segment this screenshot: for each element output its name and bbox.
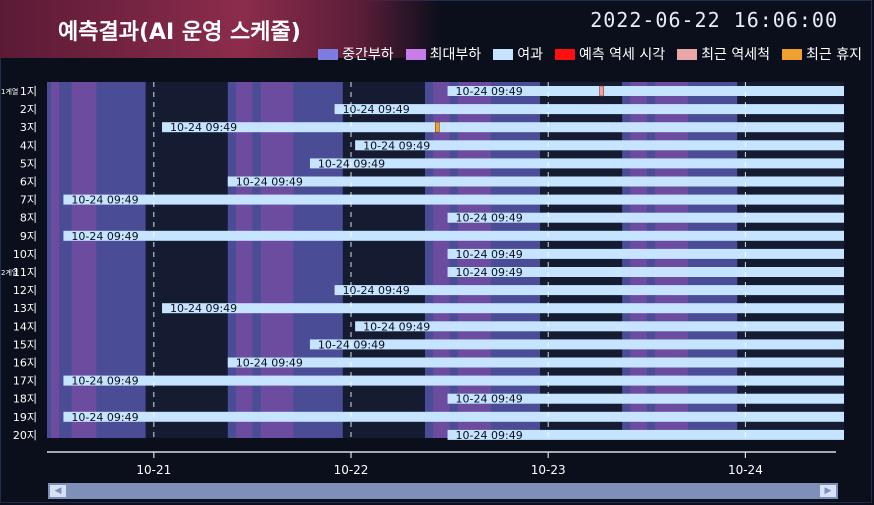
filtration-bar <box>162 303 844 314</box>
legend-item-recent-rest[interactable]: 최근 휴지 <box>782 44 862 64</box>
filtration-bar <box>334 285 844 296</box>
datetime-display: 2022-06-22 16:06:00 <box>590 8 838 32</box>
filtration-bar <box>227 176 845 187</box>
row-label: 4지 <box>20 139 37 152</box>
row-label: 7지 <box>20 194 37 207</box>
legend-swatch-recent-backwash <box>677 48 698 60</box>
filtration-bar-label: 10-24 09:49 <box>170 302 237 315</box>
legend-swatch-recent-rest <box>782 48 803 60</box>
row-label: 12지 <box>13 284 37 297</box>
legend-label-mid-load: 중간부하 <box>342 47 394 63</box>
filtration-bar <box>355 140 844 151</box>
legend-swatch-predicted-backwash <box>554 48 575 60</box>
row-label: 15지 <box>13 338 37 351</box>
x-tick-label: 10-22 <box>334 463 369 477</box>
legend-item-predicted-backwash[interactable]: 예측 역세 시각 <box>554 44 666 64</box>
legend-swatch-mid-load <box>318 48 339 60</box>
filtration-bar-label: 10-24 09:49 <box>363 320 430 333</box>
row-label: 13지 <box>13 302 37 315</box>
filtration-bar <box>63 230 845 241</box>
filtration-bar <box>355 321 844 332</box>
row-label: 5지 <box>20 157 37 170</box>
filtration-bar <box>63 411 845 422</box>
row-label: 9지 <box>20 230 37 243</box>
chart-legend: 중간부하 최대부하 여과 예측 역세 시각 최근 역세척 최근 휴지 <box>318 44 862 64</box>
filtration-bar <box>447 248 844 259</box>
filtration-bar-label: 10-24 09:49 <box>343 284 410 297</box>
filtration-bar-label: 10-24 09:49 <box>456 248 523 261</box>
filtration-bar-label: 10-24 09:49 <box>318 157 385 170</box>
group-label: 1계열 <box>1 87 18 96</box>
row-label: 18지 <box>13 393 37 406</box>
legend-item-max-load[interactable]: 최대부하 <box>405 44 482 64</box>
legend-swatch-max-load <box>405 48 426 60</box>
row-label: 20지 <box>13 429 37 442</box>
filtration-bar <box>309 158 844 169</box>
x-tick-label: 10-23 <box>531 463 566 477</box>
row-label: 14지 <box>13 320 37 333</box>
filtration-bar-label: 10-24 09:49 <box>236 357 303 370</box>
filtration-bar <box>447 212 844 223</box>
filtration-bar-label: 10-24 09:49 <box>71 194 138 207</box>
filtration-bar <box>447 393 844 404</box>
scroll-right-button[interactable]: ▶ <box>820 485 836 497</box>
row-label: 1지 <box>20 85 37 98</box>
row-label: 17지 <box>13 375 37 388</box>
scroll-left-button[interactable]: ◀ <box>50 485 66 497</box>
filtration-bar-label: 10-24 09:49 <box>456 85 523 98</box>
filtration-bar <box>227 357 845 368</box>
filtration-bar <box>334 104 844 115</box>
x-tick-label: 10-24 <box>728 463 763 477</box>
row-label: 11지 <box>13 266 37 279</box>
filtration-bar-label: 10-24 09:49 <box>236 176 303 189</box>
load-period-band <box>51 82 60 438</box>
filtration-bar <box>162 122 844 133</box>
filtration-bar-label: 10-24 09:49 <box>456 212 523 225</box>
filtration-bar <box>63 375 845 386</box>
row-label: 19지 <box>13 411 37 424</box>
legend-item-filtration[interactable]: 여과 <box>493 44 543 64</box>
load-period-band <box>235 82 253 438</box>
row-label: 6지 <box>20 176 37 189</box>
legend-item-recent-backwash[interactable]: 최근 역세척 <box>677 44 770 64</box>
row-label: 16지 <box>13 357 37 370</box>
filtration-bar-label: 10-24 09:49 <box>363 139 430 152</box>
filtration-bar-label: 10-24 09:49 <box>456 429 523 442</box>
group-label: 2계열 <box>1 268 18 277</box>
legend-item-mid-load[interactable]: 중간부하 <box>318 44 394 64</box>
legend-label-recent-rest: 최근 휴지 <box>806 47 862 63</box>
title-bar: 예측결과(AI 운영 스케줄) <box>0 0 440 58</box>
filtration-bar-label: 10-24 09:49 <box>71 411 138 424</box>
filtration-bar <box>309 339 844 350</box>
row-label: 10지 <box>13 248 37 261</box>
row-label: 3지 <box>20 121 37 134</box>
legend-label-filtration: 여과 <box>517 47 543 63</box>
row-label: 2지 <box>20 103 37 116</box>
legend-label-predicted-backwash: 예측 역세 시각 <box>578 47 666 63</box>
filtration-bar-label: 10-24 09:49 <box>318 338 385 351</box>
page-title: 예측결과(AI 운영 스케줄) <box>58 20 301 45</box>
legend-label-max-load: 최대부하 <box>429 47 482 63</box>
x-tick-label: 10-21 <box>136 463 171 477</box>
row-label: 8지 <box>20 212 37 225</box>
legend-swatch-filtration <box>493 48 514 60</box>
filtration-bar <box>447 267 844 277</box>
legend-label-recent-backwash: 최근 역세척 <box>701 47 771 63</box>
filtration-bar <box>63 194 845 205</box>
filtration-bar-label: 10-24 09:49 <box>71 230 138 243</box>
filtration-bar-label: 10-24 09:49 <box>456 266 523 279</box>
filtration-bar <box>447 429 844 440</box>
filtration-bar-label: 10-24 09:49 <box>456 393 523 406</box>
horizontal-scrollbar[interactable]: ◀ ▶ <box>48 483 838 499</box>
filtration-bar <box>447 86 844 96</box>
filtration-bar-label: 10-24 09:49 <box>343 103 410 116</box>
recent-rest-marker <box>434 121 440 133</box>
filtration-bar-label: 10-24 09:49 <box>170 121 237 134</box>
recent-backwash-marker <box>599 85 604 97</box>
filtration-bar-label: 10-24 09:49 <box>71 375 138 388</box>
